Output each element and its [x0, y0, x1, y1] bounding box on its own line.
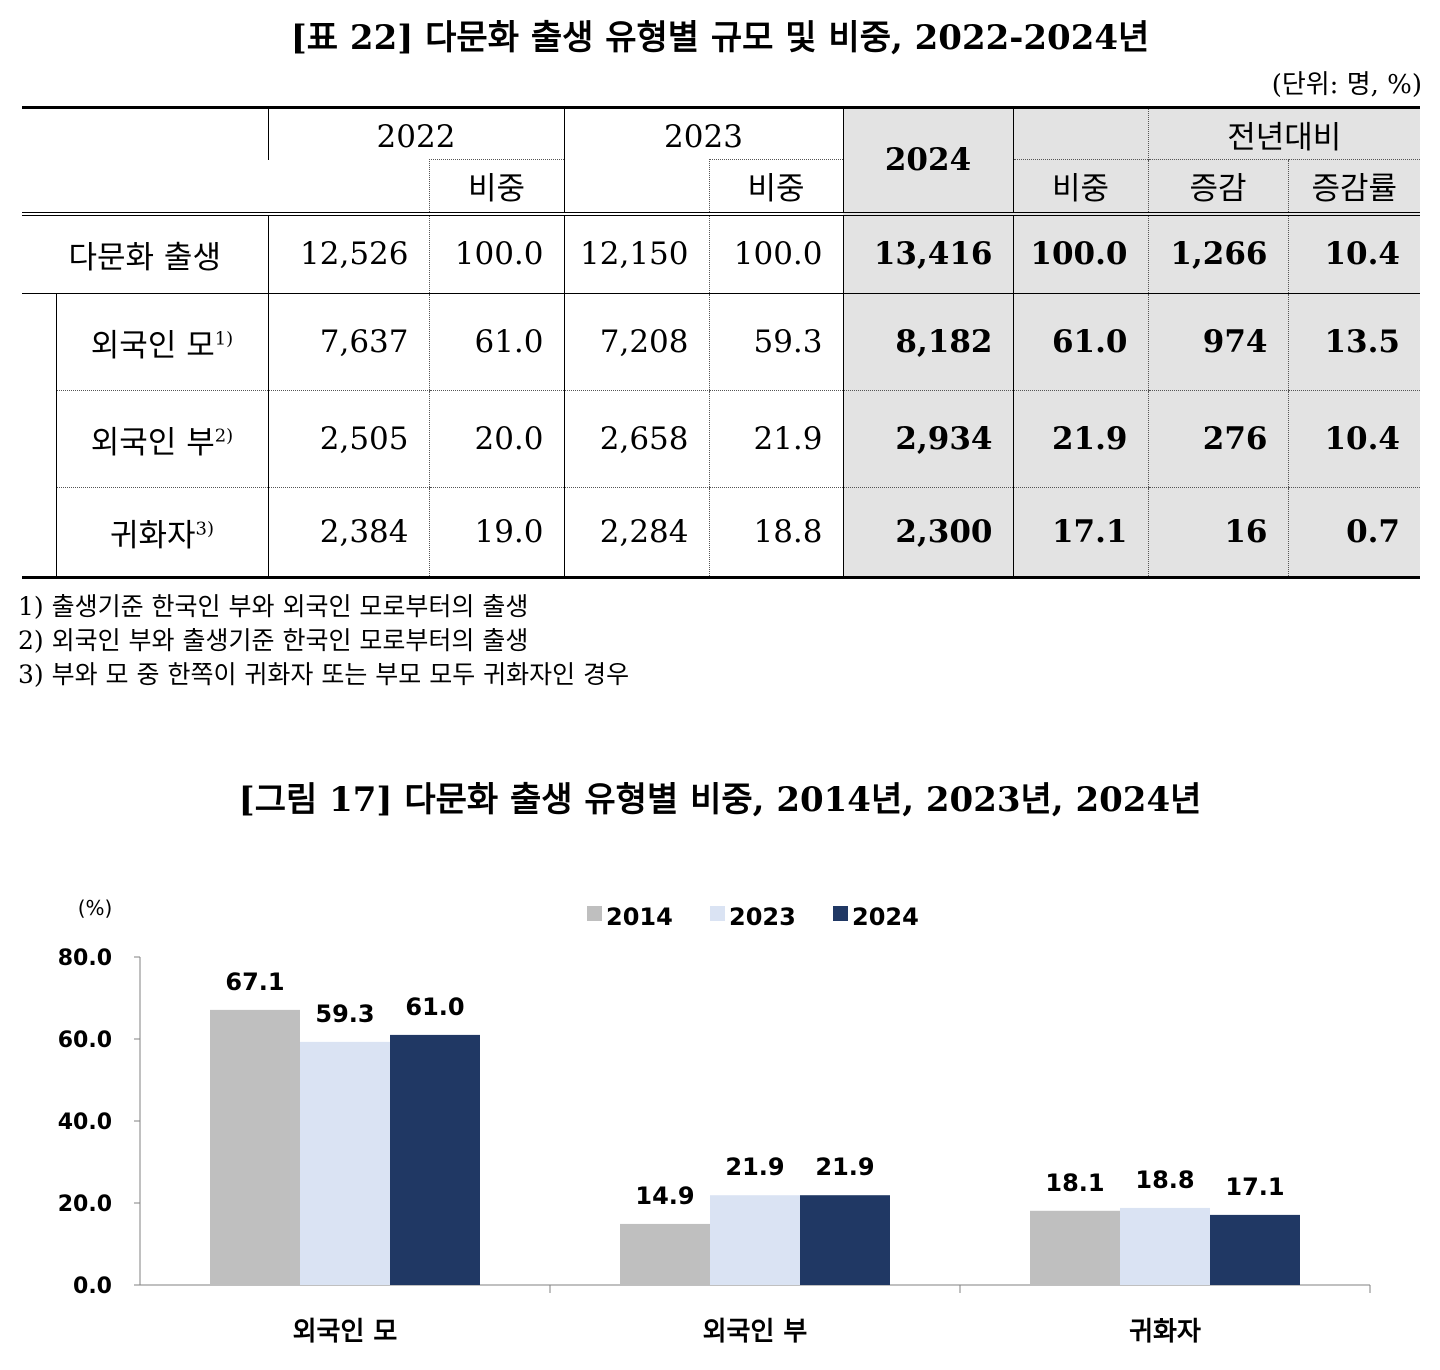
- cell-value: 7,208: [563, 293, 709, 391]
- table-row: 다문화 출생 12,526 100.0 12,150 100.0 13,416 …: [22, 213, 1420, 294]
- x-tick-label: 외국인 모: [293, 1317, 398, 1347]
- cell-share: 59.3: [708, 293, 843, 391]
- cell-change-rate: 0.7: [1287, 487, 1420, 579]
- bar-2024: [1210, 1214, 1300, 1285]
- legend-label: 2023: [729, 903, 796, 931]
- table-row: 귀화자3) 2,384 19.0 2,284 18.8 2,300 17.1 1…: [22, 487, 1420, 579]
- cell-change: 16: [1147, 487, 1288, 579]
- data-label: 67.1: [225, 968, 284, 996]
- cell-change: 1,266: [1147, 213, 1288, 294]
- legend-label: 2014: [606, 903, 673, 931]
- legend-swatch: [833, 906, 848, 921]
- cell-value: 2,658: [563, 390, 709, 488]
- row-label: 다문화 출생: [22, 213, 268, 294]
- cell-share: 61.0: [428, 293, 564, 391]
- data-label: 18.8: [1135, 1166, 1194, 1194]
- bar-2023: [710, 1195, 800, 1285]
- cell-share: 61.0: [1012, 293, 1148, 391]
- header-corner: [22, 106, 268, 216]
- bar-2023: [300, 1041, 390, 1285]
- cell-change: 276: [1147, 390, 1288, 488]
- bar-2023: [1120, 1207, 1210, 1285]
- table-row: 외국인 부2) 2,505 20.0 2,658 21.9 2,934 21.9…: [22, 390, 1420, 488]
- cell-value: 2,284: [563, 487, 709, 579]
- legend-swatch: [587, 906, 602, 921]
- header-2023: 2023: [563, 106, 843, 160]
- header-yoy: 전년대비: [1147, 106, 1420, 160]
- stats-table: 2022 2023 2024 전년대비 비중 비중 비중 증감 증감률 다문화 …: [22, 106, 1420, 579]
- cell-share: 100.0: [708, 213, 843, 294]
- cell-value: 2,934: [842, 390, 1013, 488]
- footnote-2: 2) 외국인 부와 출생기준 한국인 모로부터의 출생: [18, 626, 529, 655]
- cell-change-rate: 10.4: [1287, 213, 1420, 294]
- footnote-3: 3) 부와 모 중 한쪽이 귀화자 또는 부모 모두 귀화자인 경우: [18, 660, 630, 689]
- cell-change: 974: [1147, 293, 1288, 391]
- data-label: 61.0: [405, 993, 464, 1021]
- data-label: 21.9: [815, 1153, 874, 1181]
- legend-swatch: [710, 906, 725, 921]
- cell-share: 21.9: [1012, 390, 1148, 488]
- footnote-1: 1) 출생기준 한국인 부와 외국인 모로부터의 출생: [18, 592, 529, 621]
- y-tick-label: 80.0: [58, 946, 112, 971]
- cell-share: 100.0: [1012, 213, 1148, 294]
- data-label: 14.9: [635, 1182, 694, 1210]
- bar-2014: [210, 1009, 300, 1285]
- table-row: 외국인 모1) 7,637 61.0 7,208 59.3 8,182 61.0…: [22, 293, 1420, 391]
- header-change-rate: 증감률: [1287, 159, 1420, 216]
- header-2022-value-blank: [268, 159, 429, 216]
- table-title: [표 22] 다문화 출생 유형별 규모 및 비중, 2022-2024년: [290, 18, 1150, 58]
- cell-share: 20.0: [428, 390, 564, 488]
- footnotes: 1) 출생기준 한국인 부와 외국인 모로부터의 출생 2) 외국인 부와 출생…: [18, 590, 629, 692]
- y-tick-label: 0.0: [73, 1274, 112, 1299]
- header-change: 증감: [1147, 159, 1288, 216]
- x-tick-label: 귀화자: [1129, 1317, 1201, 1347]
- cell-value: 12,150: [563, 213, 709, 294]
- row-label: 귀화자3): [55, 487, 268, 579]
- unit-label: (단위: 명, %): [1271, 70, 1422, 100]
- bar-2024: [390, 1034, 480, 1285]
- y-axis-label: (%): [78, 896, 113, 920]
- y-tick-label: 40.0: [58, 1110, 112, 1135]
- cell-share: 21.9: [708, 390, 843, 488]
- header-2022-share: 비중: [428, 159, 564, 216]
- y-tick-label: 60.0: [58, 1028, 112, 1053]
- y-tick-label: 20.0: [58, 1192, 112, 1217]
- cell-value: 7,637: [267, 293, 429, 391]
- header-2022: 2022: [267, 106, 564, 160]
- bar-2014: [620, 1223, 710, 1285]
- x-tick-label: 외국인 부: [703, 1317, 808, 1347]
- bar-2014: [1030, 1210, 1120, 1285]
- cell-share: 18.8: [708, 487, 843, 579]
- data-label: 17.1: [1225, 1173, 1284, 1201]
- cell-change-rate: 13.5: [1287, 293, 1420, 391]
- cell-value: 13,416: [842, 213, 1013, 294]
- cell-value: 2,384: [267, 487, 429, 579]
- row-label: 외국인 모1): [55, 293, 268, 391]
- row-label: 외국인 부2): [55, 390, 268, 488]
- legend-label: 2024: [852, 903, 919, 931]
- cell-value: 2,300: [842, 487, 1013, 579]
- header-2024-blank: [1012, 106, 1148, 160]
- bar-2024: [800, 1195, 890, 1285]
- cell-value: 12,526: [267, 213, 429, 294]
- cell-value: 8,182: [842, 293, 1013, 391]
- cell-change-rate: 10.4: [1287, 390, 1420, 488]
- header-2023-value-blank: [563, 159, 709, 216]
- cell-value: 2,505: [267, 390, 429, 488]
- cell-share: 19.0: [428, 487, 564, 579]
- header-2024-share: 비중: [1012, 159, 1148, 216]
- data-label: 59.3: [315, 1000, 374, 1028]
- chart-title: [그림 17] 다문화 출생 유형별 비중, 2014년, 2023년, 202…: [238, 780, 1202, 820]
- header-2023-share: 비중: [708, 159, 843, 216]
- cell-share: 17.1: [1012, 487, 1148, 579]
- cell-share: 100.0: [428, 213, 564, 294]
- bar-chart: 0.0 20.0 40.0 60.0 80.0 (%) 외국인 모 67.1 59.3 61.0 외…: [58, 896, 1371, 1347]
- data-label: 18.1: [1045, 1169, 1104, 1197]
- data-label: 21.9: [725, 1153, 784, 1181]
- header-2024: 2024: [842, 106, 1013, 216]
